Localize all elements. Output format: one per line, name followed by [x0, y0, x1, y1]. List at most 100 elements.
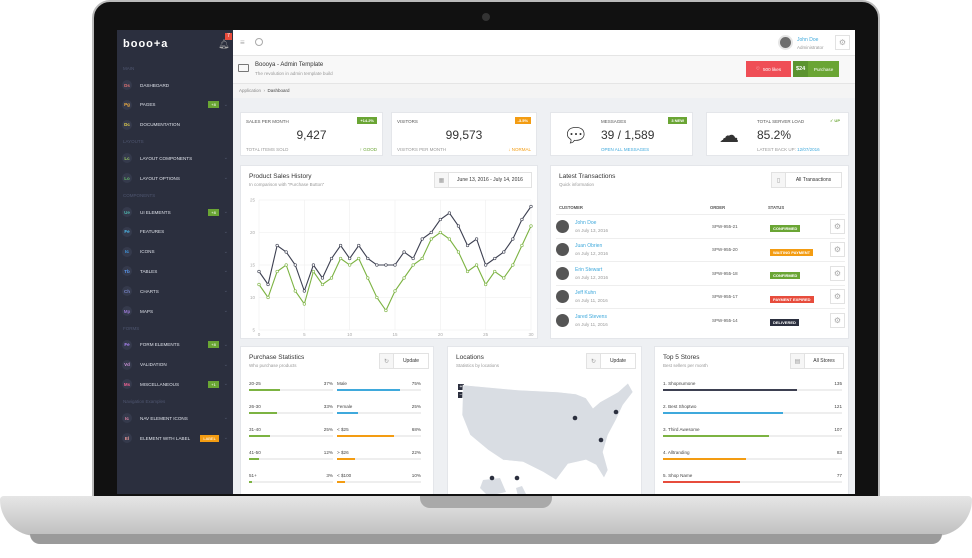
row-settings-gear-icon[interactable]: ⚙	[830, 265, 845, 281]
sidebar-item[interactable]: Lo LAYOUT OPTIONS ⌄	[117, 169, 233, 187]
sidebar-item-label: MISCELLANEOUS	[140, 381, 180, 387]
customer-name[interactable]: Jared Stevens	[575, 313, 607, 320]
customer-name[interactable]: Juan Obrien	[575, 243, 603, 249]
open-messages-link[interactable]: OPEN ALL MESSAGES	[601, 147, 650, 152]
customer-name[interactable]: Jeff Kuhn	[575, 290, 597, 296]
purchase-statistics-card: Purchase Statistics Who purchase products…	[240, 346, 434, 494]
y-tick-label: 25	[250, 198, 256, 203]
sidebar-item[interactable]: Ds DASHBOARD	[117, 76, 233, 94]
data-point	[393, 289, 397, 293]
data-point	[266, 295, 270, 300]
stat-name: > $26	[337, 450, 349, 455]
update-label: Update	[402, 358, 420, 364]
data-point	[375, 295, 379, 300]
store-name: 3. Third Awesome	[663, 427, 700, 432]
progress-bar	[249, 389, 333, 391]
data-point	[384, 308, 388, 313]
sales-history-card: Product Sales History In comparison with …	[240, 165, 538, 339]
clock-icon[interactable]	[255, 38, 263, 46]
status-badge: DELIVERED	[770, 319, 799, 326]
customer-name[interactable]: John Doe	[575, 219, 597, 226]
sidebar-item-label: LAYOUT COMPONENTS	[140, 155, 193, 161]
map-zoom-out[interactable]: −	[458, 392, 464, 398]
purchase-stat: 41-50 12%	[249, 450, 333, 460]
row-settings-gear-icon[interactable]: ⚙	[830, 242, 845, 257]
sidebar-item[interactable]: Mp MAPS ⌄	[117, 302, 233, 320]
logo: booo+a	[123, 38, 169, 50]
notification-badge: 7	[225, 33, 232, 40]
update-locations-button[interactable]: ↻ Update	[586, 353, 636, 369]
stat-name: Female	[337, 404, 353, 409]
stat-percent: 75%	[411, 381, 421, 386]
all-transactions-button[interactable]: ▯ All Transactions	[771, 172, 842, 188]
data-point	[338, 243, 343, 248]
transactions-title: Latest Transactions	[559, 173, 616, 180]
menu-icon[interactable]: ≡	[240, 38, 245, 47]
map-zoom-in[interactable]: +	[458, 384, 464, 390]
purchase-subtitle: Who purchase products	[249, 363, 297, 368]
data-point	[511, 237, 515, 241]
bell-icon[interactable]: 🔔︎	[218, 39, 230, 49]
data-point	[438, 217, 442, 222]
data-point	[465, 269, 470, 274]
sidebar-item[interactable]: Fe FEATURES ⌄	[117, 223, 233, 241]
data-point	[266, 282, 270, 287]
purchase-stat: Female 25%	[337, 404, 421, 414]
sidebar-item[interactable]: Fe FORM ELEMENTS +8 ⌄	[117, 336, 233, 354]
sidebar-item[interactable]: El ELEMENT WITH LABEL LABEL ⌄	[117, 429, 233, 447]
laptop-foot	[30, 534, 942, 544]
breadcrumb-application[interactable]: Application	[239, 88, 262, 93]
data-point	[502, 276, 506, 280]
transaction-date: on July 11, 2016	[575, 321, 608, 327]
table-row: Jeff Kuhn on July 11, 2016 SPW-955-17 PAYME…	[556, 284, 845, 308]
sidebar-item-icon: El	[122, 433, 132, 443]
date-range-picker[interactable]: ▦ June 13, 2016 - July 14, 2016	[434, 172, 532, 188]
sidebar-item-icon: Ms	[122, 379, 132, 390]
avatar[interactable]	[778, 35, 793, 50]
sidebar-item[interactable]: Ch CHARTS ⌄	[117, 282, 233, 300]
data-point	[447, 237, 451, 241]
sidebar-item[interactable]: Ic ICONS ⌄	[117, 243, 233, 261]
sidebar-section-title: LAYOUTS	[123, 139, 144, 145]
sidebar-item[interactable]: Ue UI ELEMENTS +8 ⌄	[117, 203, 233, 221]
stat-card: 💬︎ MESSAGES 3 NEW 39 / 1,589 OPEN ALL ME…	[550, 112, 693, 156]
row-settings-gear-icon[interactable]: ⚙	[830, 218, 845, 234]
laptop-notch	[420, 496, 552, 508]
all-stores-button[interactable]: ▤ All Stores	[790, 353, 844, 369]
data-point	[320, 282, 325, 287]
sidebar-item-label: UI ELEMENTS	[140, 209, 171, 215]
settings-gear-icon[interactable]: ⚙	[835, 35, 850, 50]
sidebar-item[interactable]: Dc DOCUMENTATION	[117, 116, 233, 134]
avatar	[556, 219, 569, 233]
screen: booo+a 🔔︎ 7 MAIN Ds DASHBOARD Pg PAGES +8 ⌄ Dc D…	[117, 30, 855, 494]
price: $24	[793, 61, 809, 77]
likes-button[interactable]: ♡ 500 likes	[746, 61, 791, 77]
user-name[interactable]: John Doe	[797, 37, 819, 43]
sidebar-item[interactable]: Vd VALIDATION ⌄	[117, 356, 233, 374]
purchase-stat: 51+ 3%	[249, 473, 333, 483]
data-point	[420, 237, 424, 241]
data-point	[493, 269, 497, 274]
purchase-button[interactable]: $24 Purchase	[793, 61, 839, 77]
x-tick-label: 0	[258, 332, 261, 337]
purchase-stat: 26-30 33%	[249, 404, 333, 414]
sidebar-item[interactable]: Pg PAGES +8 ⌄	[117, 96, 233, 114]
sidebar-item[interactable]: Lc LAYOUT COMPONENTS ⌄	[117, 149, 233, 167]
store-item: 1. Shopnumone 135	[663, 381, 842, 391]
chevron-down-icon: ⌄	[223, 248, 228, 255]
usa-map[interactable]	[458, 380, 638, 494]
sidebar-item[interactable]: Ic NAV ELEMENT ICONS ⌄	[117, 409, 233, 427]
sidebar-item-icon: Mp	[122, 306, 132, 316]
row-settings-gear-icon[interactable]: ⚙	[830, 312, 845, 328]
data-point	[357, 243, 361, 248]
transactions-card: Latest Transactions Quick information ▯ Al…	[550, 165, 849, 339]
data-point	[338, 256, 343, 261]
purchase-stat: 31-40 25%	[249, 427, 333, 437]
sidebar-item[interactable]: Ms MISCELLANEOUS +1 ⌄	[117, 375, 233, 393]
update-button[interactable]: ↻ Update	[379, 353, 429, 369]
customer-name[interactable]: Erin Stewart	[575, 266, 603, 273]
data-point	[411, 256, 415, 261]
stat-name: Male	[337, 381, 347, 386]
row-settings-gear-icon[interactable]: ⚙	[830, 289, 845, 304]
sidebar-item[interactable]: Tb TABLES ⌄	[117, 262, 233, 280]
